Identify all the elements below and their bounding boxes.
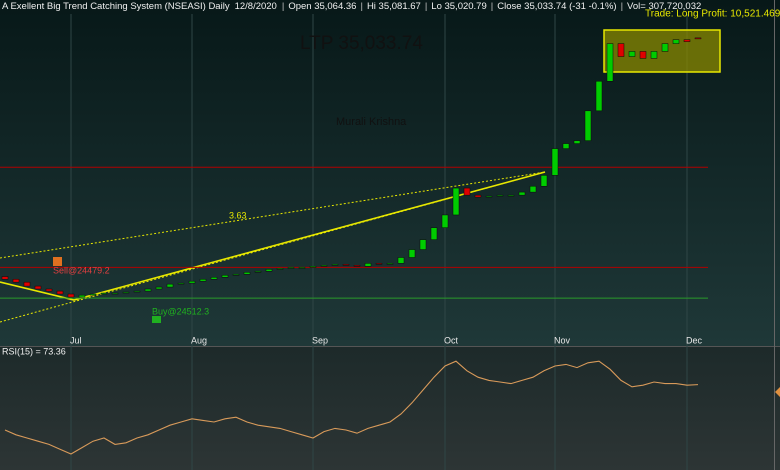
candle xyxy=(144,288,152,292)
candle xyxy=(518,191,526,196)
candle xyxy=(254,271,262,273)
x-tick-label: Jul xyxy=(70,335,82,345)
candle xyxy=(628,51,636,57)
candle xyxy=(265,269,273,272)
header-close: Close 35,033.74 (-31 -0.1%) xyxy=(497,1,616,12)
candle xyxy=(672,39,680,44)
rsi-title: RSI(15) = 73.36 xyxy=(2,346,66,356)
candle xyxy=(221,274,229,278)
header: A Exellent Big Trend Catching System (NS… xyxy=(2,1,701,12)
candle xyxy=(111,292,119,295)
candle xyxy=(89,293,97,296)
x-tick-label: Oct xyxy=(444,335,459,345)
sell-label: Sell@24479.2 xyxy=(53,265,110,275)
x-tick-label: Aug xyxy=(191,335,207,345)
candle xyxy=(23,281,31,287)
candle xyxy=(441,214,449,228)
candle xyxy=(540,175,548,187)
candle xyxy=(551,148,559,176)
candle xyxy=(386,263,394,265)
rsi-marker xyxy=(775,387,780,397)
sell-arrow xyxy=(53,257,62,266)
candle xyxy=(78,294,86,298)
candle xyxy=(100,292,108,295)
candle xyxy=(320,265,328,267)
rsi-panel xyxy=(0,347,780,470)
author: Murali Krishna xyxy=(336,116,407,128)
candle xyxy=(232,273,240,276)
candle xyxy=(287,267,295,269)
candle xyxy=(485,195,493,198)
candle xyxy=(375,263,383,265)
candle xyxy=(452,187,460,216)
candle xyxy=(1,276,9,280)
candle xyxy=(584,110,592,141)
buy-arrow xyxy=(152,316,161,323)
candle xyxy=(122,291,130,294)
candle xyxy=(683,39,691,42)
candle xyxy=(309,266,317,268)
candle xyxy=(595,80,603,112)
candle xyxy=(45,288,53,292)
candle xyxy=(133,290,141,293)
candle xyxy=(34,285,42,290)
candle xyxy=(342,264,350,266)
candle xyxy=(430,227,438,240)
candle xyxy=(562,143,570,149)
candle xyxy=(507,194,515,197)
candle xyxy=(188,280,196,284)
x-tick-label: Sep xyxy=(312,335,328,345)
candle xyxy=(397,257,405,264)
candle xyxy=(408,249,416,258)
candle xyxy=(573,140,581,144)
buy-label: Buy@24512.3 xyxy=(152,306,209,316)
candle xyxy=(606,43,614,82)
candle xyxy=(177,282,185,285)
candle xyxy=(353,265,361,267)
candle xyxy=(419,239,427,250)
candle xyxy=(56,290,64,295)
header-open: Open 35,064.36 xyxy=(288,1,356,12)
x-tick-label: Dec xyxy=(686,335,703,345)
trend-line xyxy=(0,171,546,301)
rsi-line xyxy=(4,360,699,455)
header-volume: Vol= 307,720,032 xyxy=(627,1,701,12)
trend-slope: 3.63 xyxy=(229,210,247,220)
candle xyxy=(210,277,218,280)
candle xyxy=(639,51,647,59)
candle xyxy=(243,272,251,275)
candle xyxy=(661,43,669,52)
candle xyxy=(276,268,284,270)
x-tick-label: Nov xyxy=(554,335,571,345)
candle xyxy=(694,37,702,40)
candle xyxy=(199,278,207,282)
candle xyxy=(331,264,339,266)
header-title: A Exellent Big Trend Catching System (NS… xyxy=(2,1,230,12)
header-low: Lo 35,020.79 xyxy=(431,1,486,12)
candle xyxy=(474,194,482,198)
candle xyxy=(364,263,372,267)
header-high: Hi 35,081.67 xyxy=(367,1,421,12)
header-date: 12/8/2020 xyxy=(235,1,277,12)
candle xyxy=(166,283,174,288)
candle xyxy=(298,267,306,269)
candle xyxy=(496,194,504,197)
candle xyxy=(12,278,20,283)
candle xyxy=(463,187,471,196)
trade-profit: Trade: Long Profit: 10,521.469 xyxy=(645,9,780,20)
candle xyxy=(617,43,625,57)
candle xyxy=(155,286,163,290)
candle xyxy=(67,293,75,298)
candle xyxy=(529,185,537,193)
candle xyxy=(650,51,658,59)
ltp-label: LTP 35,033.74 xyxy=(300,33,423,54)
